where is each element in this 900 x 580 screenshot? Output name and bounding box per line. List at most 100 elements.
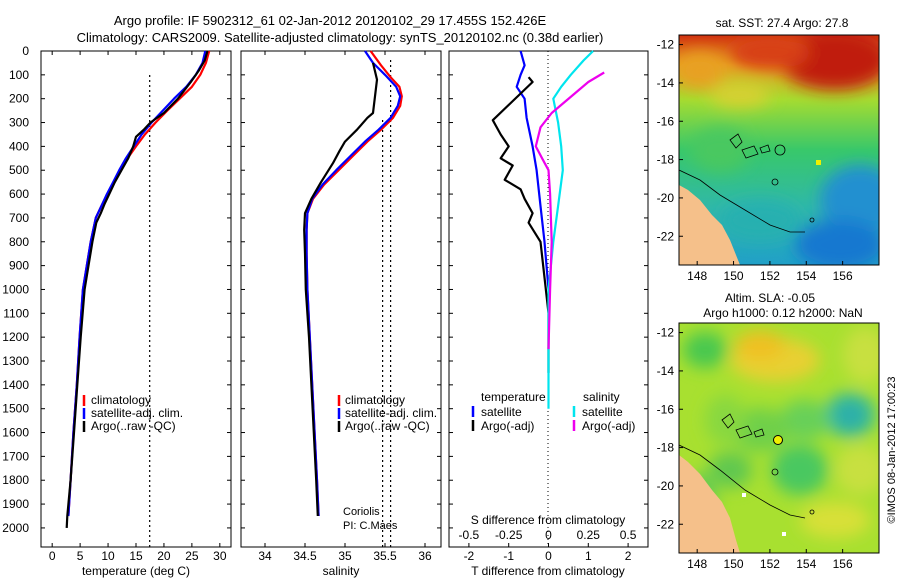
x-tick-label: 10 (101, 549, 115, 563)
map-x-tick-label: 150 (724, 557, 744, 571)
x-tick-label: 36 (418, 549, 432, 563)
map-y-tick-label: -22 (657, 229, 675, 243)
t-difference-x-label: T difference from climatology (471, 564, 625, 578)
legend-label-climatology: climatology (345, 393, 405, 407)
depth-tick-label: 1100 (3, 306, 29, 320)
sst-map-title: sat. SST: 27.4 Argo: 27.8 (716, 16, 849, 30)
depth-tick-label: 1900 (2, 497, 29, 511)
series-satellite-adj-clim- (67, 50, 207, 517)
map-x-tick-label: 150 (724, 269, 744, 283)
sst-map: sat. SST: 27.4 Argo: 27.8 (657, 16, 880, 283)
x-tick-label-s: 0.5 (620, 528, 637, 542)
map-x-tick-label: 154 (796, 269, 816, 283)
annotation-coriolis: Coriolis (343, 506, 380, 518)
map-x-tick-label: 154 (796, 557, 816, 571)
depth-tick-label: 1600 (2, 426, 29, 440)
map-y-tick-label: -12 (657, 38, 675, 52)
sla-point-2 (782, 532, 786, 536)
x-tick-label: 15 (129, 549, 143, 563)
map-y-tick-label: -18 (657, 441, 675, 455)
sla-point-1 (742, 493, 746, 497)
legend-label-s-satellite: satellite (582, 405, 623, 419)
x-tick-label: 5 (77, 549, 84, 563)
map-y-tick-label: -18 (657, 153, 675, 167)
series-salinity-satellite (547, 50, 594, 409)
map-x-tick-label: 156 (833, 269, 853, 283)
x-tick-label: 34.5 (293, 549, 317, 563)
sst-islands (729, 133, 815, 223)
map-x-tick-label: 156 (833, 557, 853, 571)
legend-label-satellite: satellite-adj. clim. (91, 406, 183, 420)
x-tick-label-s: -0.25 (495, 528, 523, 542)
sla-map: Altim. SLA: -0.05 Argo h1000: 0.12 h2000… (657, 291, 880, 571)
series-temperature-satellite (515, 50, 550, 290)
salinity-panel: 34 34.5 35 35.5 36 salinity climatology sate… (240, 50, 442, 578)
x-tick-label-t: 2 (625, 549, 632, 563)
depth-tick-label: 200 (9, 92, 29, 106)
depth-tick-label: 1400 (2, 378, 29, 392)
x-tick-label: 30 (213, 549, 227, 563)
s-difference-x-label: S difference from climatology (471, 513, 626, 527)
imos-credit: ©IMOS 08-Jan-2012 17:00:23 (886, 377, 898, 524)
salinity-legend: climatology satellite-adj. clim. Argo(..… (337, 393, 437, 433)
depth-tick-label: 900 (9, 259, 29, 273)
x-tick-label-t: -2 (464, 549, 475, 563)
map-x-tick-label: 152 (760, 557, 780, 571)
sst-argo-marker (816, 160, 821, 165)
depth-tick-label: 1200 (2, 330, 29, 344)
legend-label-argo: Argo(..raw -QC) (91, 419, 176, 433)
sst-map-frame (678, 34, 880, 266)
sla-map-title-line-2: Argo h1000: 0.12 h2000: NaN (703, 306, 862, 320)
series-temperature-argo-adj- (491, 76, 550, 373)
depth-tick-label: 0 (22, 44, 29, 58)
sla-islands (721, 413, 815, 515)
map-y-tick-label: -12 (657, 326, 675, 340)
depth-tick-label: 100 (9, 68, 29, 82)
series-salinity-argo-adj- (534, 71, 605, 350)
map-y-tick-label: -16 (657, 402, 675, 416)
salinity-x-label: salinity (323, 564, 360, 578)
difference-legend: temperature salinity satellite Argo(-adj… (471, 390, 635, 433)
depth-tick-label: 500 (9, 163, 29, 177)
x-tick-label-t: -1 (503, 549, 514, 563)
sla-map-title-line-1: Altim. SLA: -0.05 (725, 291, 815, 305)
depth-tick-label: 1500 (2, 402, 29, 416)
series-satellite-adj-clim- (305, 50, 402, 517)
depth-axis: 0 100 200 300 400 500 600 700 800 900 1000 1100 1200… (2, 44, 29, 535)
legend-title-temperature: temperature (481, 390, 546, 404)
x-tick-label-t: 1 (585, 549, 592, 563)
map-x-tick-label: 148 (687, 557, 707, 571)
difference-panel: -2 -1 0 1 2 -0.5 -0.25 0 0.25 0.5 T difference fr… (448, 50, 649, 578)
depth-tick-label: 1800 (2, 473, 29, 487)
x-tick-label-s: 0 (545, 528, 552, 542)
depth-tick-label: 700 (9, 211, 29, 225)
series-climatology (67, 50, 211, 517)
map-x-tick-label: 148 (687, 269, 707, 283)
legend-title-salinity: salinity (583, 390, 620, 404)
map-y-tick-label: -20 (657, 479, 675, 493)
depth-tick-label: 1300 (2, 354, 29, 368)
x-tick-label: 20 (157, 549, 171, 563)
map-y-tick-label: -14 (657, 364, 675, 378)
sst-reef-contour (679, 169, 805, 233)
map-y-tick-label: -14 (657, 76, 675, 90)
salinity-axes-box (240, 50, 442, 548)
depth-tick-label: 600 (9, 187, 29, 201)
x-tick-label-t: 0 (545, 549, 552, 563)
depth-tick-label: 1700 (2, 449, 29, 463)
depth-tick-label: 800 (9, 235, 29, 249)
map-y-tick-label: -16 (657, 114, 675, 128)
depth-tick-label: 400 (9, 139, 29, 153)
temperature-panel: 0 5 10 15 20 25 30 temperature (deg C) climato… (40, 50, 232, 578)
x-tick-label: 35.5 (373, 549, 397, 563)
depth-tick-label: 2000 (2, 521, 29, 535)
header-line-1: Argo profile: IF 5902312_61 02-Jan-2012 … (114, 13, 547, 28)
legend-label-t-satellite: satellite (481, 405, 522, 419)
x-tick-label: 0 (49, 549, 56, 563)
x-tick-label: 25 (185, 549, 199, 563)
temperature-legend: climatology satellite-adj. clim. Argo(..… (82, 393, 183, 433)
x-tick-label-s: 0.25 (577, 528, 601, 542)
annotation-pi: PI: C.Maes (343, 520, 398, 532)
sst-field-patches (679, 35, 879, 265)
